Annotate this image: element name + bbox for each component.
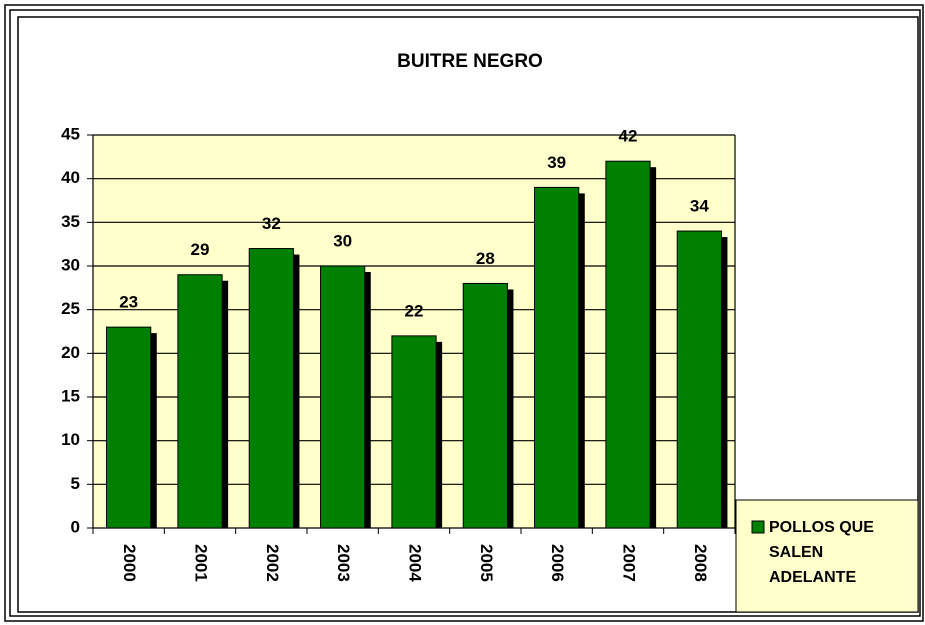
chart-title: BUITRE NEGRO (397, 51, 543, 72)
outer-frame (4, 4, 924, 622)
data-label: 32 (262, 214, 281, 233)
y-tick-label: 5 (71, 474, 80, 493)
bar (177, 274, 223, 529)
data-label: 29 (191, 240, 210, 259)
bar (106, 326, 152, 529)
y-tick-label: 30 (61, 255, 80, 274)
bar (534, 186, 580, 529)
bar (391, 335, 437, 529)
data-label: 39 (547, 153, 566, 172)
data-label: 28 (476, 249, 495, 268)
x-tick-label: 2001 (192, 544, 211, 582)
y-tick-label: 40 (61, 168, 80, 187)
x-tick-label: 2004 (406, 544, 425, 582)
y-tick-label: 20 (61, 343, 80, 362)
x-tick-label: 2008 (691, 544, 710, 582)
bar (248, 248, 294, 529)
x-tick-label: 2006 (548, 544, 567, 582)
legend-box (735, 499, 919, 613)
y-tick-label: 25 (61, 299, 80, 318)
legend-swatch (751, 520, 765, 534)
y-tick-label: 15 (61, 386, 80, 405)
y-tick-label: 45 (61, 124, 80, 143)
x-tick-label: 2007 (620, 544, 639, 582)
outer-frame-inner (9, 9, 921, 617)
x-tick-label: 2003 (334, 544, 353, 582)
x-tick-label: 2000 (120, 544, 139, 582)
bar (676, 230, 722, 529)
y-tick-label: 0 (71, 517, 80, 536)
x-tick-label: 2005 (477, 544, 496, 582)
bar (605, 160, 651, 529)
data-label: 34 (690, 197, 709, 216)
data-label: 42 (619, 127, 638, 146)
data-label: 23 (119, 293, 138, 312)
y-tick-label: 10 (61, 430, 80, 449)
bar (462, 282, 508, 529)
data-label: 22 (405, 301, 424, 320)
y-tick-label: 35 (61, 212, 80, 231)
legend-label: POLLOS QUE SALEN ADELANTE (769, 519, 874, 586)
bar (320, 265, 366, 529)
data-label: 30 (333, 231, 352, 250)
x-tick-label: 2002 (263, 544, 282, 582)
